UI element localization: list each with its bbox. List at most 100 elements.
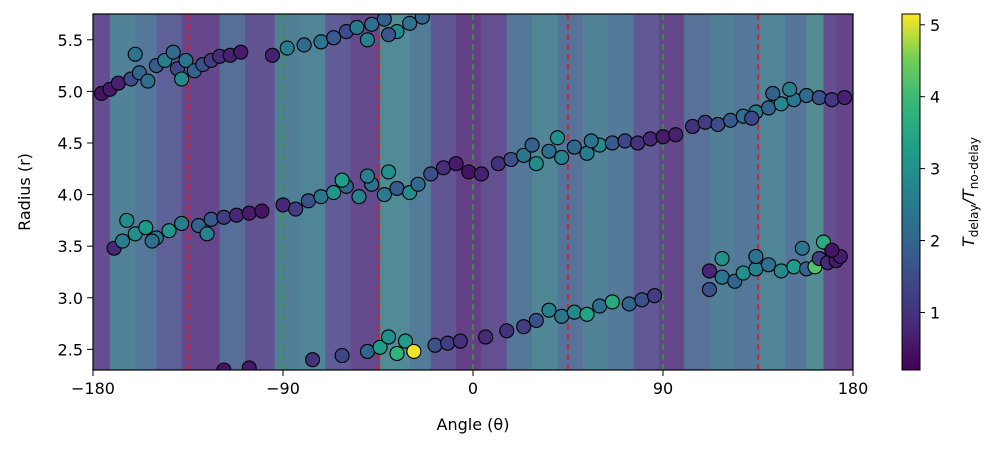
data-point xyxy=(549,130,565,146)
data-point xyxy=(714,251,730,267)
data-point xyxy=(735,265,751,281)
data-point xyxy=(824,242,840,258)
colorbar-tick-label: 3 xyxy=(930,160,940,179)
background-band xyxy=(245,14,275,370)
data-point xyxy=(473,166,489,182)
y-tick-label: 3.5 xyxy=(58,237,83,256)
background-band xyxy=(608,14,634,370)
data-point xyxy=(326,184,342,201)
colorbar-label-sub2: no-delay xyxy=(967,137,981,189)
colorbar-body xyxy=(901,13,921,371)
y-tick-label: 2.5 xyxy=(58,340,83,359)
data-point xyxy=(203,211,219,227)
y-tick-label: 5.0 xyxy=(58,82,83,101)
data-point xyxy=(714,269,730,285)
background-band xyxy=(658,14,685,370)
y-tick-label: 4.0 xyxy=(58,186,83,205)
data-point xyxy=(647,288,663,304)
background-band xyxy=(481,14,507,370)
data-point xyxy=(161,223,177,239)
data-point xyxy=(811,90,827,106)
data-point xyxy=(313,189,329,205)
data-point xyxy=(554,308,570,324)
data-point xyxy=(174,71,190,87)
data-point xyxy=(761,257,777,273)
data-point xyxy=(372,339,388,355)
data-point xyxy=(410,176,426,192)
background-band xyxy=(109,14,136,370)
data-point xyxy=(305,352,321,368)
data-point xyxy=(264,47,280,63)
data-point xyxy=(376,187,392,203)
background-band xyxy=(219,14,245,370)
data-point xyxy=(617,133,633,149)
data-point xyxy=(165,44,181,60)
data-point xyxy=(381,329,397,345)
x-tick-label: 0 xyxy=(468,379,478,398)
colorbar-label-main: T xyxy=(959,236,978,247)
data-point xyxy=(233,44,249,60)
colorbar-label-sep: /T xyxy=(959,188,978,206)
data-point xyxy=(351,189,367,205)
data-point xyxy=(630,135,646,151)
data-point xyxy=(786,259,802,275)
data-point xyxy=(592,298,608,314)
data-point xyxy=(127,46,143,62)
colorbar-ticks: 1 2 3 4 5 xyxy=(920,16,940,322)
data-point xyxy=(765,85,781,102)
data-point xyxy=(275,197,291,213)
data-point xyxy=(279,40,295,56)
data-point xyxy=(334,172,350,188)
data-point xyxy=(837,90,853,106)
colorbar-tick-label: 5 xyxy=(930,16,940,35)
data-point xyxy=(296,37,312,53)
x-tick-label: 180 xyxy=(838,379,869,398)
x-axis: −180 −90 0 90 180 xyxy=(71,370,868,398)
data-point xyxy=(174,215,190,232)
x-axis-label: Angle (θ) xyxy=(437,415,510,434)
scatter-points xyxy=(93,14,853,370)
data-point xyxy=(216,362,232,370)
data-point xyxy=(402,15,418,31)
data-point xyxy=(566,139,582,155)
background-band xyxy=(760,14,786,370)
data-point xyxy=(566,304,582,320)
x-tick-label: −180 xyxy=(71,379,115,398)
data-point xyxy=(503,151,519,168)
y-axis-label: Radius (r) xyxy=(15,153,34,231)
data-point xyxy=(655,129,671,145)
data-point xyxy=(376,14,392,27)
data-point xyxy=(541,302,557,318)
data-point xyxy=(389,180,405,196)
background-band xyxy=(409,14,431,370)
data-point xyxy=(414,14,430,25)
y-tick-label: 4.5 xyxy=(58,134,83,153)
background-band xyxy=(633,14,659,370)
background-band xyxy=(456,14,482,370)
data-point xyxy=(621,296,637,312)
background-band xyxy=(785,14,807,370)
data-point xyxy=(701,263,717,279)
colorbar-tick-label: 1 xyxy=(930,303,940,322)
data-point xyxy=(241,360,257,370)
colorbar-tick-label: 2 xyxy=(930,232,940,251)
plot-area xyxy=(93,14,853,370)
colorbar-label-sub1: delay xyxy=(967,204,981,237)
data-point xyxy=(478,329,494,345)
background-band xyxy=(274,14,300,370)
data-point xyxy=(554,149,570,165)
data-point xyxy=(452,333,468,349)
colorbar: 1 2 3 4 5 Tdelay/Tno-delay xyxy=(901,13,981,371)
data-point xyxy=(524,137,540,153)
data-point xyxy=(288,201,304,217)
y-tick-label: 5.5 xyxy=(58,31,83,50)
data-point xyxy=(110,75,126,91)
data-point xyxy=(115,233,131,249)
data-point xyxy=(761,100,777,116)
data-point xyxy=(389,345,405,362)
data-point xyxy=(334,348,350,364)
data-point xyxy=(397,333,413,349)
background-band xyxy=(430,14,457,370)
data-point xyxy=(359,32,375,48)
colorbar-label: Tdelay/Tno-delay xyxy=(959,137,981,247)
